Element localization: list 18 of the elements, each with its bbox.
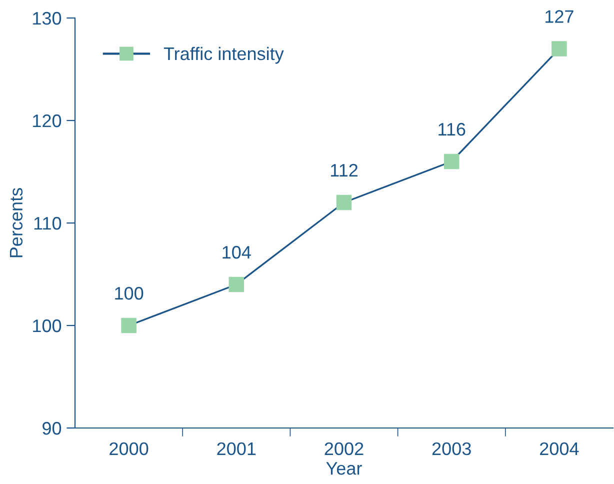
- y-tick-label: 110: [34, 216, 62, 230]
- x-tick-label: 2004: [540, 442, 579, 456]
- data-label: 100: [115, 286, 144, 300]
- legend-label: Traffic intensity: [164, 46, 284, 64]
- y-tick-label: 120: [33, 114, 62, 128]
- data-label: 112: [330, 164, 358, 177]
- x-axis-title: Year: [326, 462, 362, 475]
- x-tick-label: 2000: [110, 442, 148, 456]
- y-tick-label: 90: [42, 422, 62, 435]
- data-label: 104: [222, 246, 251, 259]
- data-label: 116: [438, 122, 466, 136]
- data-label: 127: [546, 10, 574, 23]
- x-tick-label: 2002: [324, 442, 364, 456]
- y-tick-label: 100: [33, 319, 62, 332]
- x-tick-label: 2001: [217, 442, 256, 456]
- x-tick-label: 2003: [432, 442, 471, 456]
- y-tick-label: 130: [33, 12, 62, 25]
- y-axis-title: Percents: [10, 188, 23, 258]
